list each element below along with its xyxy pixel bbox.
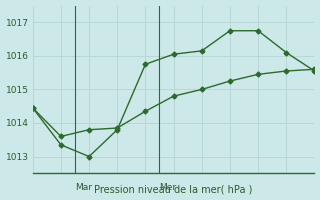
X-axis label: Pression niveau de la mer( hPa ): Pression niveau de la mer( hPa ) [94,184,253,194]
Text: Mer: Mer [159,183,177,192]
Text: Mar: Mar [75,183,92,192]
